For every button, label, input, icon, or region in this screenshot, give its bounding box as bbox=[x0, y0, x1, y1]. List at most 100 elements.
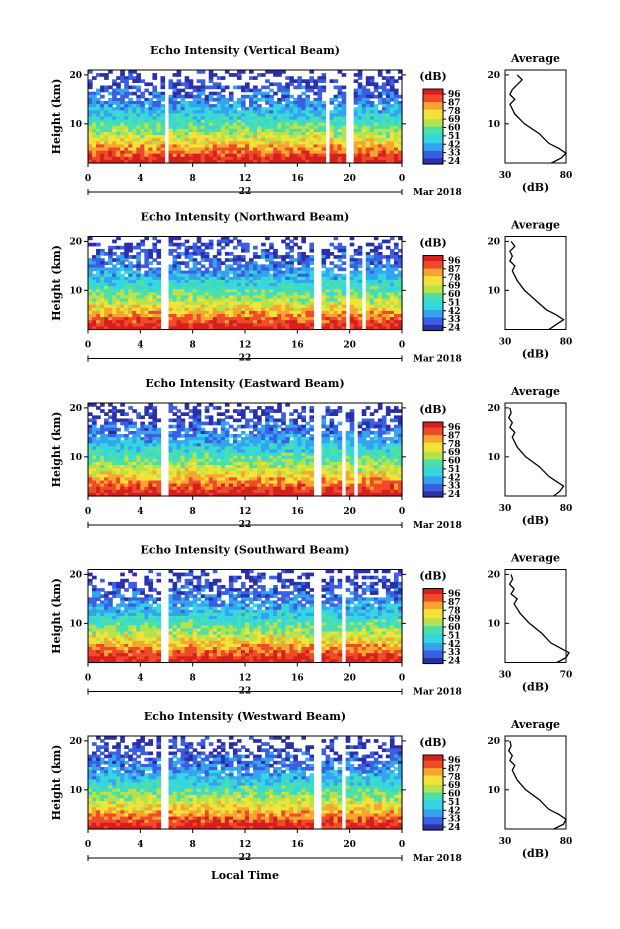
heatmap-cell bbox=[116, 101, 121, 105]
heatmap-cell bbox=[232, 273, 238, 278]
heatmap-cell bbox=[321, 430, 327, 435]
heatmap-cell bbox=[261, 159, 266, 164]
heatmap-cell bbox=[172, 289, 178, 293]
heatmap-cell bbox=[148, 116, 154, 121]
heatmap-cell bbox=[289, 449, 294, 454]
heatmap-cell bbox=[108, 421, 113, 426]
heatmap-cell bbox=[116, 317, 121, 321]
heatmap-cell bbox=[100, 304, 105, 309]
heatmap-cell bbox=[120, 301, 125, 306]
heatmap-cell bbox=[245, 82, 250, 87]
heatmap-cell bbox=[393, 440, 399, 444]
heatmap-cell bbox=[132, 443, 137, 447]
heatmap-cell bbox=[104, 427, 109, 432]
heatmap-cell bbox=[365, 440, 371, 444]
heatmap-cell bbox=[365, 304, 371, 309]
heatmap-cell bbox=[128, 70, 133, 74]
heatmap-cell bbox=[385, 267, 391, 272]
heatmap-cell bbox=[228, 264, 234, 269]
heatmap-cell bbox=[132, 458, 137, 463]
heatmap-cell bbox=[289, 295, 294, 300]
heatmap-cell bbox=[385, 94, 391, 99]
heatmap-cell bbox=[285, 116, 290, 121]
heatmap-cell bbox=[365, 258, 371, 262]
heatmap-cell bbox=[236, 255, 242, 259]
heatmap-cell bbox=[184, 283, 190, 287]
heatmap-cell bbox=[132, 76, 137, 80]
heatmap-cell bbox=[305, 298, 311, 303]
heatmap-cell bbox=[377, 421, 383, 426]
heatmap-cell bbox=[224, 292, 230, 296]
heatmap-cell bbox=[200, 104, 206, 108]
heatmap-cell bbox=[184, 403, 190, 407]
heatmap-cell bbox=[208, 85, 214, 90]
heatmap-cell bbox=[325, 326, 331, 331]
heatmap-cell bbox=[212, 455, 218, 460]
heatmap-cell bbox=[100, 458, 105, 463]
heatmap-cell bbox=[273, 107, 278, 111]
heatmap-cell bbox=[285, 276, 290, 281]
heatmap-cell bbox=[160, 91, 166, 96]
heatmap-cell bbox=[188, 326, 194, 331]
heatmap-cell bbox=[184, 307, 190, 312]
heatmap-cell bbox=[373, 138, 379, 142]
heatmap-cell bbox=[265, 289, 270, 293]
heatmap-cell bbox=[293, 449, 298, 454]
heatmap-cell bbox=[188, 159, 194, 164]
heatmap-cell bbox=[285, 320, 290, 324]
heatmap-cell bbox=[385, 116, 391, 121]
heatmap-cell bbox=[212, 85, 218, 90]
heatmap-cell bbox=[228, 314, 234, 318]
heatmap-cell bbox=[257, 141, 262, 145]
heatmap-cell bbox=[377, 458, 383, 463]
heatmap-cell bbox=[357, 279, 363, 284]
heatmap-cell bbox=[108, 273, 113, 278]
heatmap-cell bbox=[240, 412, 246, 416]
heatmap-cell bbox=[249, 301, 254, 306]
heatmap-cell bbox=[104, 276, 109, 281]
heatmap-cell bbox=[172, 455, 178, 460]
heatmap-cell bbox=[184, 440, 190, 444]
heatmap-cell bbox=[116, 292, 121, 296]
heatmap-cell bbox=[329, 310, 335, 315]
heatmap-cell bbox=[232, 153, 238, 158]
heatmap-cell bbox=[281, 440, 286, 444]
heatmap-cell bbox=[249, 304, 254, 309]
heatmap-cell bbox=[168, 424, 174, 429]
heatmap-cell bbox=[172, 147, 178, 152]
heatmap-cell bbox=[132, 455, 137, 460]
heatmap-cell bbox=[265, 430, 270, 435]
heatmap-cell bbox=[245, 421, 250, 426]
heatmap-cell bbox=[253, 119, 258, 124]
heatmap-cell bbox=[240, 437, 246, 441]
heatmap-cell bbox=[128, 430, 133, 435]
heatmap-cell bbox=[96, 141, 101, 145]
heatmap-cell bbox=[341, 323, 347, 327]
heatmap-cell bbox=[172, 418, 178, 423]
heatmap-cell bbox=[104, 320, 109, 324]
heatmap-cell bbox=[216, 125, 222, 130]
heatmap-cell bbox=[160, 85, 166, 90]
heatmap-cell bbox=[204, 446, 210, 451]
heatmap-cell bbox=[269, 409, 274, 413]
heatmap-cell bbox=[204, 406, 210, 410]
heatmap-cell bbox=[156, 261, 162, 265]
heatmap-cell bbox=[228, 283, 234, 287]
heatmap-cell bbox=[120, 267, 125, 272]
heatmap-cell bbox=[220, 76, 226, 80]
heatmap-cell bbox=[208, 314, 214, 318]
heatmap-cell bbox=[176, 94, 182, 99]
heatmap-cell bbox=[200, 150, 206, 155]
heatmap-cell bbox=[349, 421, 355, 426]
heatmap-cell bbox=[196, 326, 202, 331]
heatmap-cell bbox=[100, 461, 105, 466]
colorbar-segment bbox=[423, 119, 443, 122]
heatmap-cell bbox=[172, 304, 178, 309]
heatmap-cell bbox=[236, 434, 242, 438]
heatmap-cell bbox=[144, 304, 149, 309]
heatmap-cell bbox=[240, 301, 246, 306]
heatmap-cell bbox=[389, 307, 395, 312]
heatmap-cell bbox=[257, 125, 262, 130]
heatmap-cell bbox=[277, 434, 282, 438]
heatmap-cell bbox=[176, 440, 182, 444]
